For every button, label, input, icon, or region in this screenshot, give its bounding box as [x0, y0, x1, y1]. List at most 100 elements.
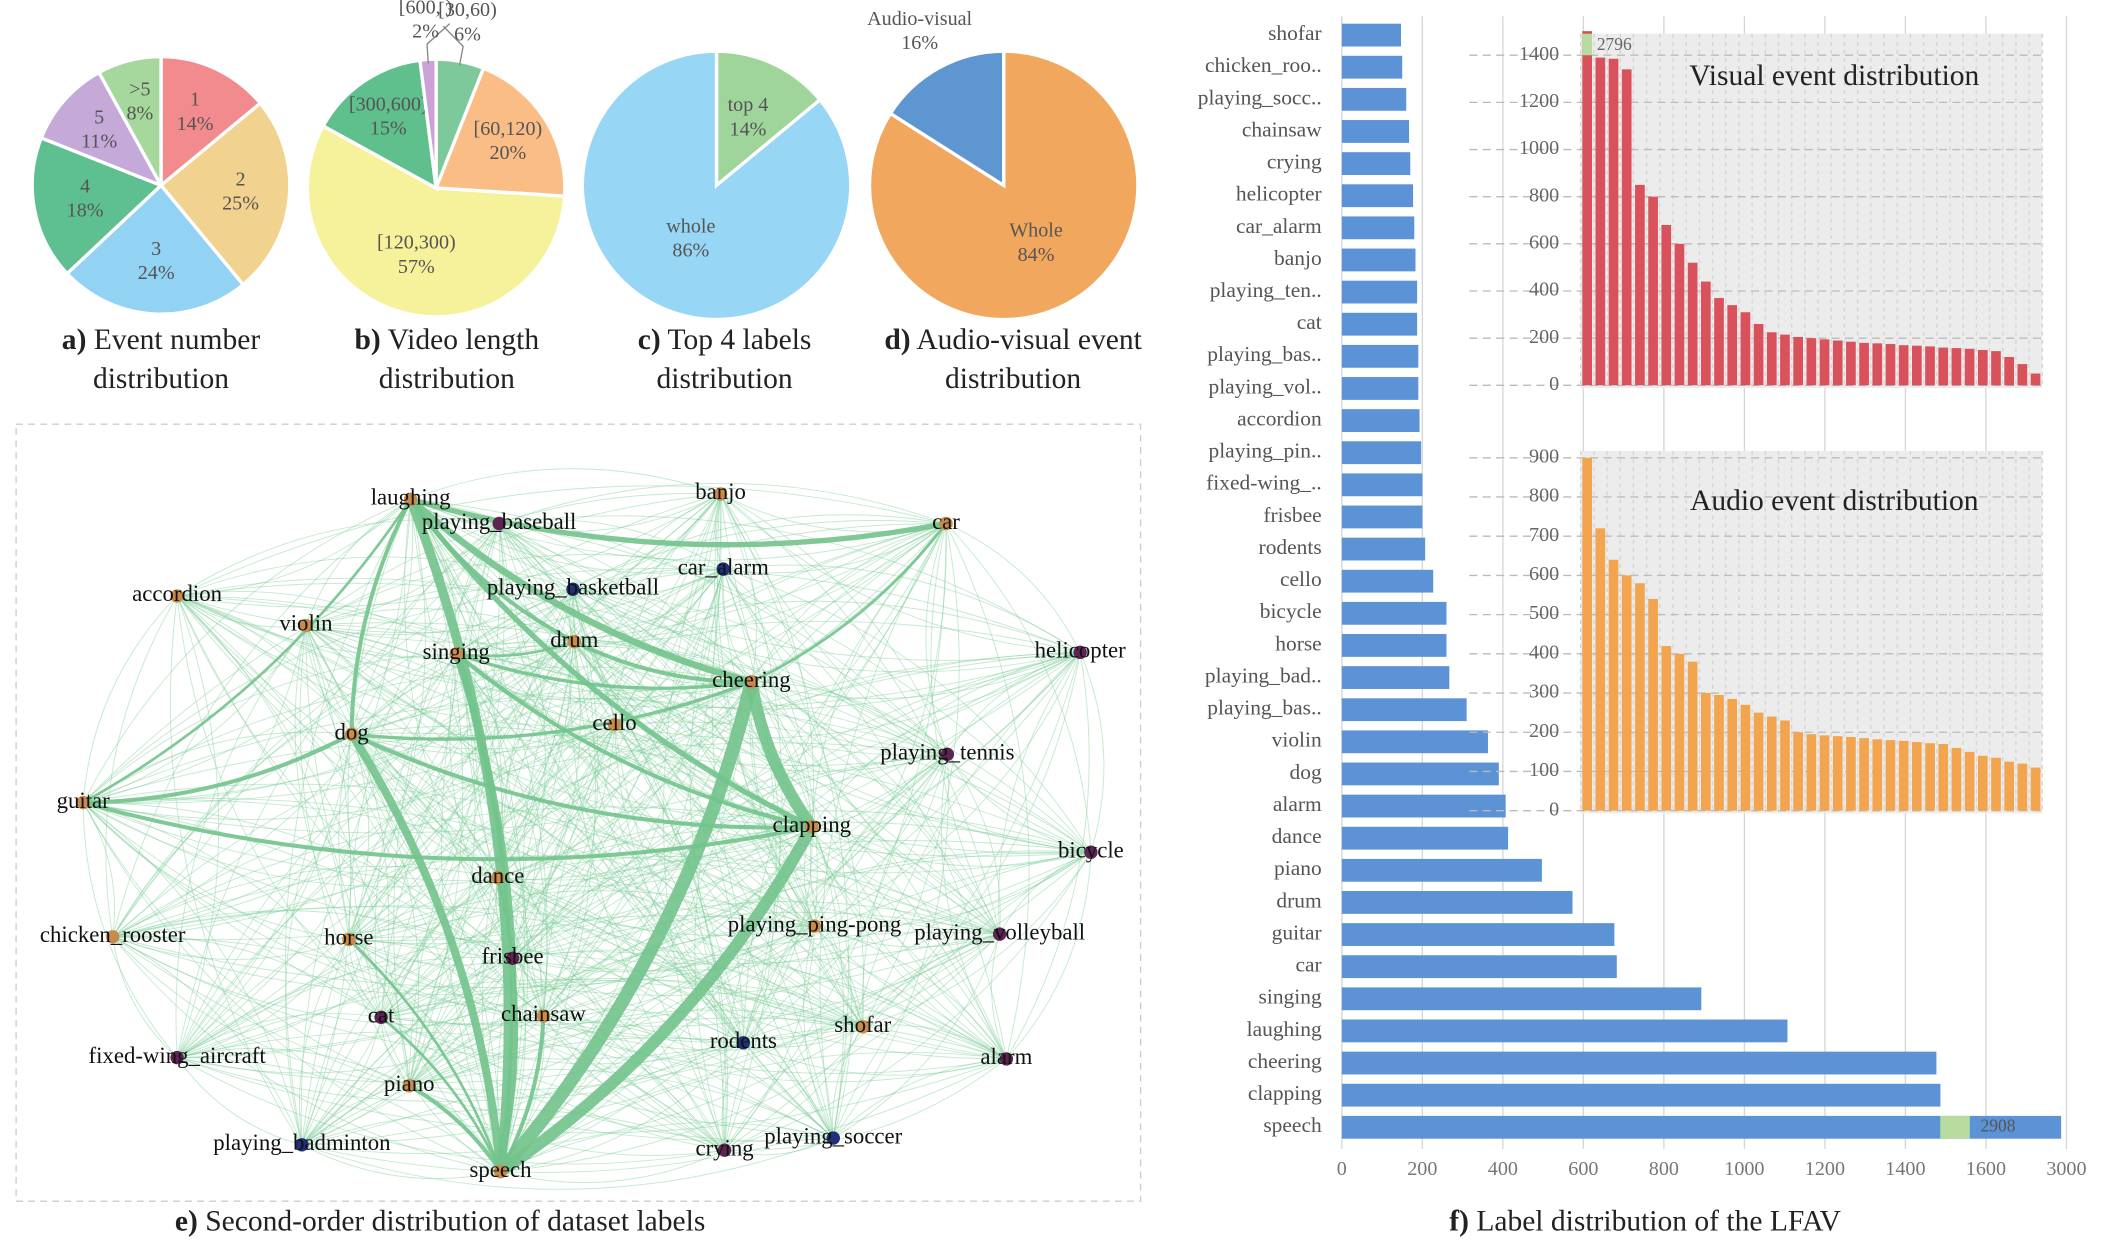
edge: [832, 1058, 1007, 1139]
edge: [176, 595, 1081, 709]
edge: [408, 651, 1081, 1087]
node: [992, 927, 1007, 941]
edge: [498, 523, 864, 1027]
edge: [572, 493, 721, 590]
edge: [540, 724, 615, 1017]
edge: [177, 577, 752, 683]
edge: [572, 589, 1007, 1060]
edge: [301, 826, 812, 1146]
edge: [749, 681, 815, 927]
edge: [305, 554, 724, 626]
edge: [176, 485, 947, 597]
edge: [176, 1057, 1007, 1134]
edge: [408, 589, 574, 1087]
edge: [499, 482, 947, 524]
bar: [1582, 457, 1592, 811]
edge: [410, 498, 1081, 661]
edge: [285, 499, 412, 1145]
edge: [811, 826, 853, 1139]
edge: [112, 936, 410, 1087]
edge: [497, 877, 863, 1028]
edge: [83, 734, 1092, 853]
edge: [176, 915, 815, 1058]
slice-value-label: 6%: [454, 23, 481, 45]
bar: [2030, 373, 2041, 386]
edge: [998, 652, 1081, 935]
edge: [83, 625, 307, 804]
edge: [408, 496, 753, 686]
bar: [1341, 794, 1506, 818]
bar: [1819, 735, 1830, 811]
node-label: playing_badminton: [213, 1130, 391, 1155]
bar: [1341, 280, 1418, 304]
edge: [409, 754, 948, 1087]
edge: [351, 680, 753, 741]
edge: [82, 802, 349, 940]
edge: [305, 625, 1007, 1060]
edge: [720, 493, 1092, 853]
inset-title: Visual event distribution: [1689, 60, 1979, 92]
bar: [1964, 751, 1975, 811]
node-label: playing_ping-pong: [728, 911, 901, 936]
edge: [176, 556, 574, 597]
edge: [351, 733, 863, 1028]
edge: [177, 1015, 544, 1074]
edge: [305, 498, 411, 626]
bar: [2004, 761, 2015, 811]
edge: [112, 653, 457, 938]
edge: [832, 1026, 864, 1139]
bar: [1912, 345, 1922, 386]
edge: [410, 498, 724, 574]
node-label: singing: [423, 639, 490, 664]
edge: [512, 493, 721, 959]
node: [106, 930, 120, 944]
bar: [1608, 58, 1619, 386]
edge: [573, 641, 812, 828]
edge: [177, 493, 721, 608]
slice-label: [600, ): [399, 0, 453, 18]
caption-title: Top 4 labels distribution: [656, 322, 812, 395]
edge: [814, 925, 864, 1027]
bar: [1341, 1019, 1788, 1043]
edge: [497, 651, 1081, 879]
bar: [1687, 262, 1698, 386]
bar: [1674, 243, 1685, 386]
caption: b) Video length distribution: [354, 322, 539, 394]
edge: [572, 588, 1081, 673]
edge: [497, 568, 724, 878]
edge: [742, 523, 947, 1043]
edge: [83, 802, 513, 959]
bar: [1964, 348, 1975, 386]
node: [374, 1010, 388, 1025]
edge: [410, 498, 752, 683]
edge: [301, 625, 352, 1145]
edge: [348, 568, 724, 940]
edge: [454, 652, 813, 829]
bar: [1674, 653, 1685, 811]
bar: [1898, 740, 1909, 811]
y-tick-label: chainsaw: [1242, 117, 1322, 141]
edge: [294, 625, 350, 940]
edge: [83, 802, 382, 1018]
value-label-box: [1940, 1115, 1970, 1139]
edge: [176, 651, 1081, 1058]
edge: [614, 569, 724, 726]
y-tick-label: 300: [1529, 681, 1559, 703]
bars: [1582, 31, 2041, 386]
bar: [1621, 69, 1632, 386]
x-tick-label: 600: [1568, 1158, 1598, 1180]
edge: [112, 935, 382, 1018]
edge: [543, 1015, 863, 1051]
node-label: horse: [324, 925, 373, 950]
pie-slice: [580, 49, 853, 322]
slice-label: 3: [151, 238, 161, 260]
edge: [301, 1017, 382, 1146]
y-tick-label: cello: [1280, 567, 1322, 591]
edge: [177, 939, 350, 1059]
edge: [82, 595, 178, 803]
edge: [176, 519, 500, 597]
edge: [572, 568, 724, 596]
node-label: fixed-wing_aircraft: [89, 1043, 267, 1068]
bar: [1341, 955, 1617, 979]
edge: [862, 933, 1000, 1027]
